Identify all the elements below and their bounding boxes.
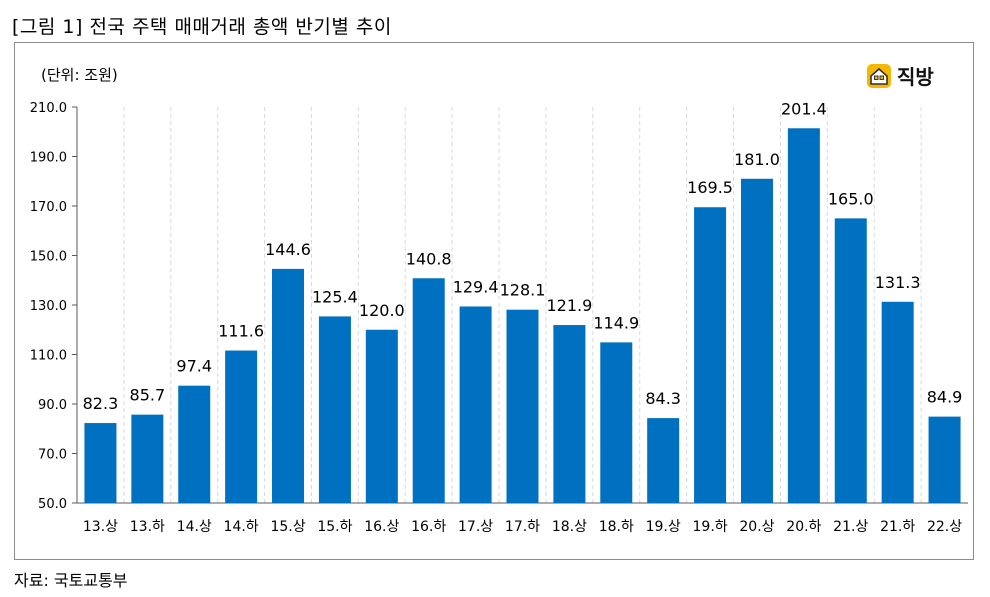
x-tick-label: 14.하 [224,519,259,535]
x-tick-label: 20.상 [739,519,774,535]
bar [881,301,914,503]
data-label: 84.9 [927,388,963,407]
bar [787,128,820,503]
data-label: 97.4 [176,357,212,376]
bar [506,309,539,503]
chart-frame [14,42,974,560]
data-label: 114.9 [593,313,639,332]
x-tick-label: 15.하 [317,519,352,535]
bar-layer [84,128,961,504]
data-label: 125.4 [312,287,358,306]
data-label: 131.3 [875,273,921,292]
bar [694,207,727,504]
x-tick-label: 21.상 [833,519,868,535]
bar [459,306,492,503]
bar [647,418,680,503]
bar [834,218,867,503]
bar [928,416,961,503]
y-tick-label: 50.0 [38,497,67,512]
bar [600,342,633,503]
data-label: 169.5 [687,178,733,197]
logo-text: 직방 [897,65,934,89]
x-tick-label: 21.하 [880,519,915,535]
data-label: 129.4 [453,277,499,296]
data-label: 128.1 [500,281,546,300]
data-label: 181.0 [734,150,780,169]
y-tick-label: 210.0 [30,101,67,116]
bar [318,316,351,503]
x-tick-label: 19.상 [646,519,681,535]
y-tick-label: 110.0 [30,349,67,364]
y-tick-label: 190.0 [30,151,67,166]
bar [84,423,117,503]
house-icon [867,63,891,88]
unit-label: (단위: 조원) [41,66,118,84]
data-label: 144.6 [265,240,311,259]
bar [131,414,164,503]
data-label: 82.3 [83,394,119,413]
data-label: 85.7 [130,386,166,405]
y-tick-label: 170.0 [30,200,67,215]
bar [272,268,305,503]
x-tick-label: 13.상 [83,519,118,535]
x-tick-label: 13.하 [130,519,165,535]
data-label: 140.8 [406,249,452,268]
bar [225,350,258,503]
bar [365,329,398,503]
y-tick-label: 70.0 [38,448,67,463]
x-tick-label: 14.상 [177,519,212,535]
zigbang-logo: 직방 [866,61,934,90]
figure-title: [그림 1] 전국 주택 매매거래 총액 반기별 추이 [12,16,392,38]
data-label: 120.0 [359,301,405,320]
source-note: 자료: 국토교통부 [14,571,128,590]
x-tick-label: 16.하 [411,519,446,535]
bar [178,385,211,503]
x-tick-label: 17.상 [458,519,493,535]
x-tick-label: 16.상 [364,519,399,535]
x-tick-label: 15.상 [270,519,305,535]
x-tick-label: 17.하 [505,519,540,535]
x-tick-label: 20.하 [786,519,821,535]
y-tick-label: 130.0 [30,299,67,314]
bar [553,325,586,503]
y-tick-label: 90.0 [38,398,67,413]
data-label: 111.6 [218,322,264,341]
data-label: 201.4 [781,99,827,118]
data-label: 121.9 [546,296,592,315]
data-label: 84.3 [645,389,681,408]
grid-layer [123,107,922,503]
bar [740,178,773,503]
x-tick-label: 18.상 [552,519,587,535]
data-label: 165.0 [828,189,874,208]
bar [412,278,445,503]
x-tick-label: 22.상 [927,519,962,535]
x-tick-label: 19.하 [693,519,728,535]
label-layer: 82.3 13.상 85.7 13.하 97.4 14.상 111.6 14.하 144.6 15… [83,99,963,535]
y-tick-label: 150.0 [30,250,67,265]
x-tick-label: 18.하 [599,519,634,535]
